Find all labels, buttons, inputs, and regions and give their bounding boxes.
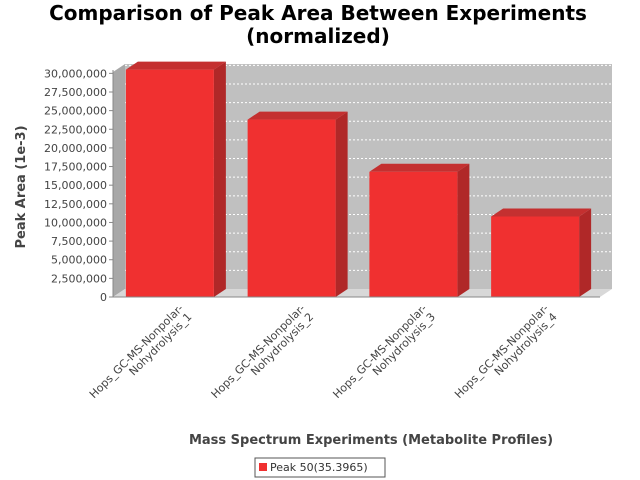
bars [125,61,592,298]
x-tick-label: Hops_GC-MS-Nonpolar-Nohydrolysis_3 [330,302,438,401]
y-tick-label: 12,500,000 [44,198,107,211]
y-tick-label: 20,000,000 [44,142,107,155]
y-tick-label: 0 [100,291,107,304]
x-tick-label: Hops_GC-MS-Nonpolar-Nohydrolysis_2 [209,302,317,401]
x-tick-label: Hops_GC-MS-Nonpolar-Nohydrolysis_1 [87,302,195,401]
y-tick-label: 30,000,000 [44,67,107,80]
y-tick-label: 10,000,000 [44,216,107,229]
bar-top [491,208,592,217]
x-axis: Hops_GC-MS-Nonpolar-Nohydrolysis_1 Hops_G… [87,296,600,401]
bar [247,119,336,298]
chart-title: Comparison of Peak Area Between Experime… [49,1,587,25]
y-tick-label: 25,000,000 [44,105,107,118]
y-axis-title: Peak Area (1e-3) [14,125,29,248]
y-tick-label: 15,000,000 [44,179,107,192]
bar-top [125,61,226,70]
bar-side [335,111,348,298]
x-tick-label: Hops_GC-MS-Nonpolar-Nohydrolysis_4 [452,302,560,401]
bar-side [457,163,470,297]
plot-floor [113,289,612,297]
bar-side [579,208,592,297]
x-tick-label-line: Hops_GC-MS-Nonpolar- [209,302,308,401]
x-axis-title: Mass Spectrum Experiments (Metabolite Pr… [189,433,553,448]
y-tick-label: 5,000,000 [51,254,107,267]
bar [125,69,214,297]
legend: Peak 50(35.3965) [254,457,386,478]
bar [369,171,458,297]
legend-box [254,457,386,478]
bar-top [247,111,348,120]
plot-left-wall [113,64,125,297]
y-axis: 0 2,500,000 5,000,000 7,500,000 10,000,000 12… [44,67,114,304]
legend-label: Peak 50(35.3965) [270,461,368,474]
x-tick-label-line: Hops_GC-MS-Nonpolar- [452,302,551,401]
bar [491,216,580,297]
y-tick-label: 17,500,000 [44,161,107,174]
y-tick-label: 22,500,000 [44,123,107,136]
y-tick-label: 27,500,000 [44,86,107,99]
bar-top [369,163,470,172]
legend-swatch [259,463,267,471]
x-tick-label-line: Hops_GC-MS-Nonpolar- [330,302,429,401]
y-tick-label: 7,500,000 [51,235,107,248]
chart-subtitle: (normalized) [246,24,390,48]
x-tick-label-line: Hops_GC-MS-Nonpolar- [87,302,186,401]
y-tick-label: 2,500,000 [51,272,107,285]
bar-side [213,61,226,297]
